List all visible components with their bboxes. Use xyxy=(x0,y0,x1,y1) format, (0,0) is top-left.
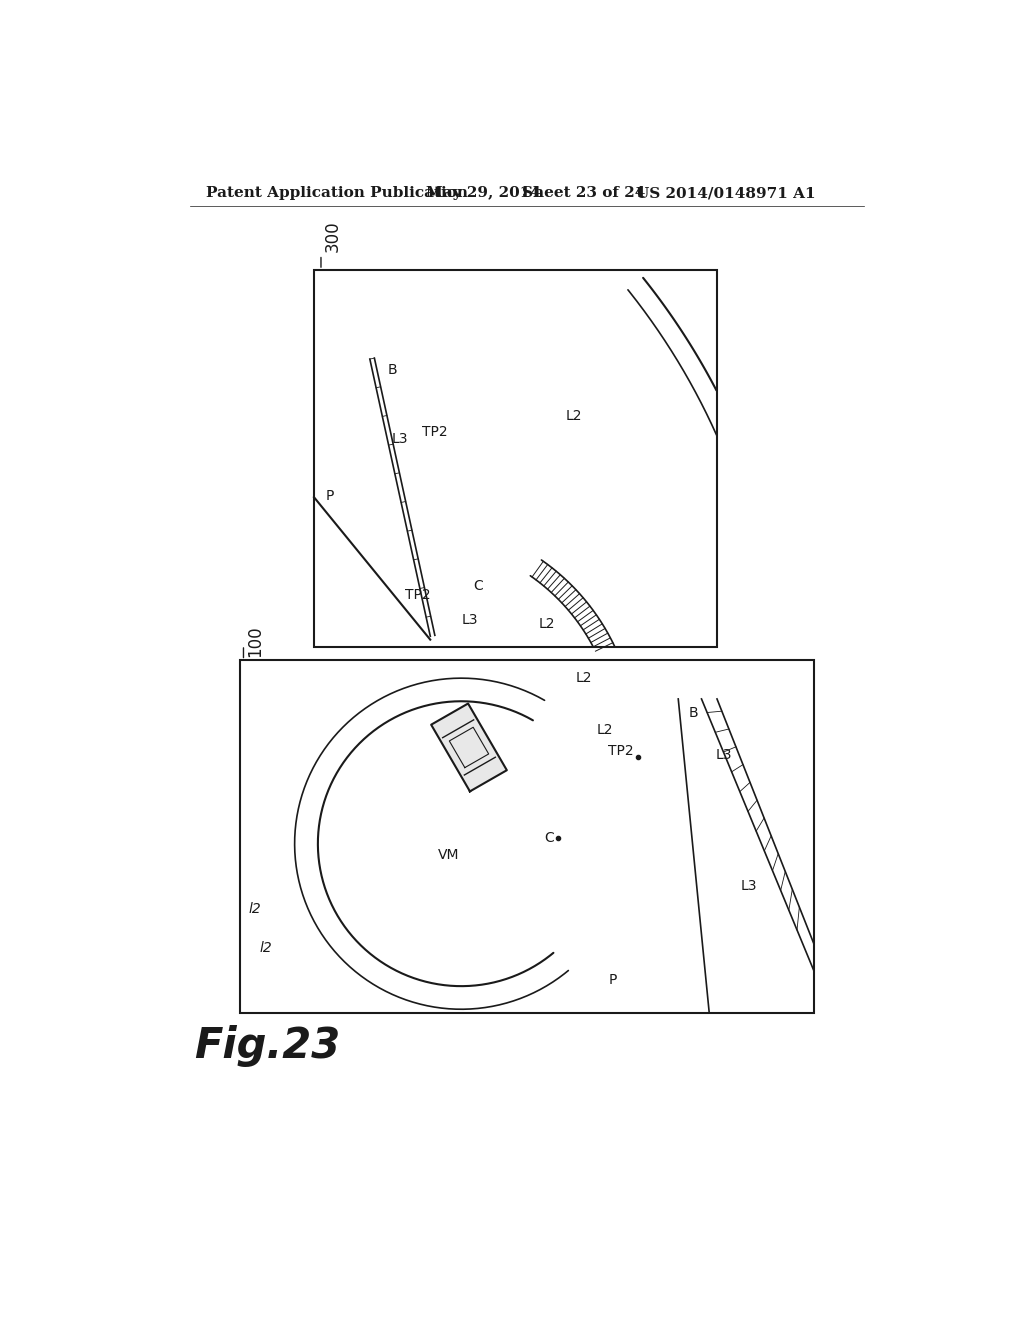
Text: C: C xyxy=(473,578,482,593)
Text: L2: L2 xyxy=(597,722,613,737)
Text: P: P xyxy=(608,973,616,987)
Text: TP2: TP2 xyxy=(608,744,634,758)
Bar xyxy=(314,271,717,647)
Text: US 2014/0148971 A1: US 2014/0148971 A1 xyxy=(636,186,815,201)
Text: Patent Application Publication: Patent Application Publication xyxy=(206,186,468,201)
Text: B: B xyxy=(388,363,397,378)
Text: l2: l2 xyxy=(260,940,272,954)
Text: TP2: TP2 xyxy=(423,425,449,438)
Text: Fig.23: Fig.23 xyxy=(194,1024,340,1067)
Text: P: P xyxy=(326,490,334,503)
Text: 100: 100 xyxy=(247,626,264,657)
Text: L3: L3 xyxy=(716,748,732,762)
Bar xyxy=(241,660,814,1014)
Text: L2: L2 xyxy=(575,671,592,685)
Text: L2: L2 xyxy=(566,409,583,424)
Text: 300: 300 xyxy=(324,220,342,252)
Text: L3: L3 xyxy=(391,433,408,446)
Text: TP2: TP2 xyxy=(406,587,431,602)
Text: Sheet 23 of 24: Sheet 23 of 24 xyxy=(521,186,645,201)
Text: VM: VM xyxy=(438,849,460,862)
Text: C: C xyxy=(544,832,554,845)
Text: May 29, 2014: May 29, 2014 xyxy=(426,186,542,201)
Text: B: B xyxy=(688,706,698,719)
Text: L3: L3 xyxy=(740,879,757,892)
Polygon shape xyxy=(431,704,507,792)
Text: L2: L2 xyxy=(539,618,555,631)
Text: l2: l2 xyxy=(248,902,261,916)
Text: L3: L3 xyxy=(461,614,478,627)
